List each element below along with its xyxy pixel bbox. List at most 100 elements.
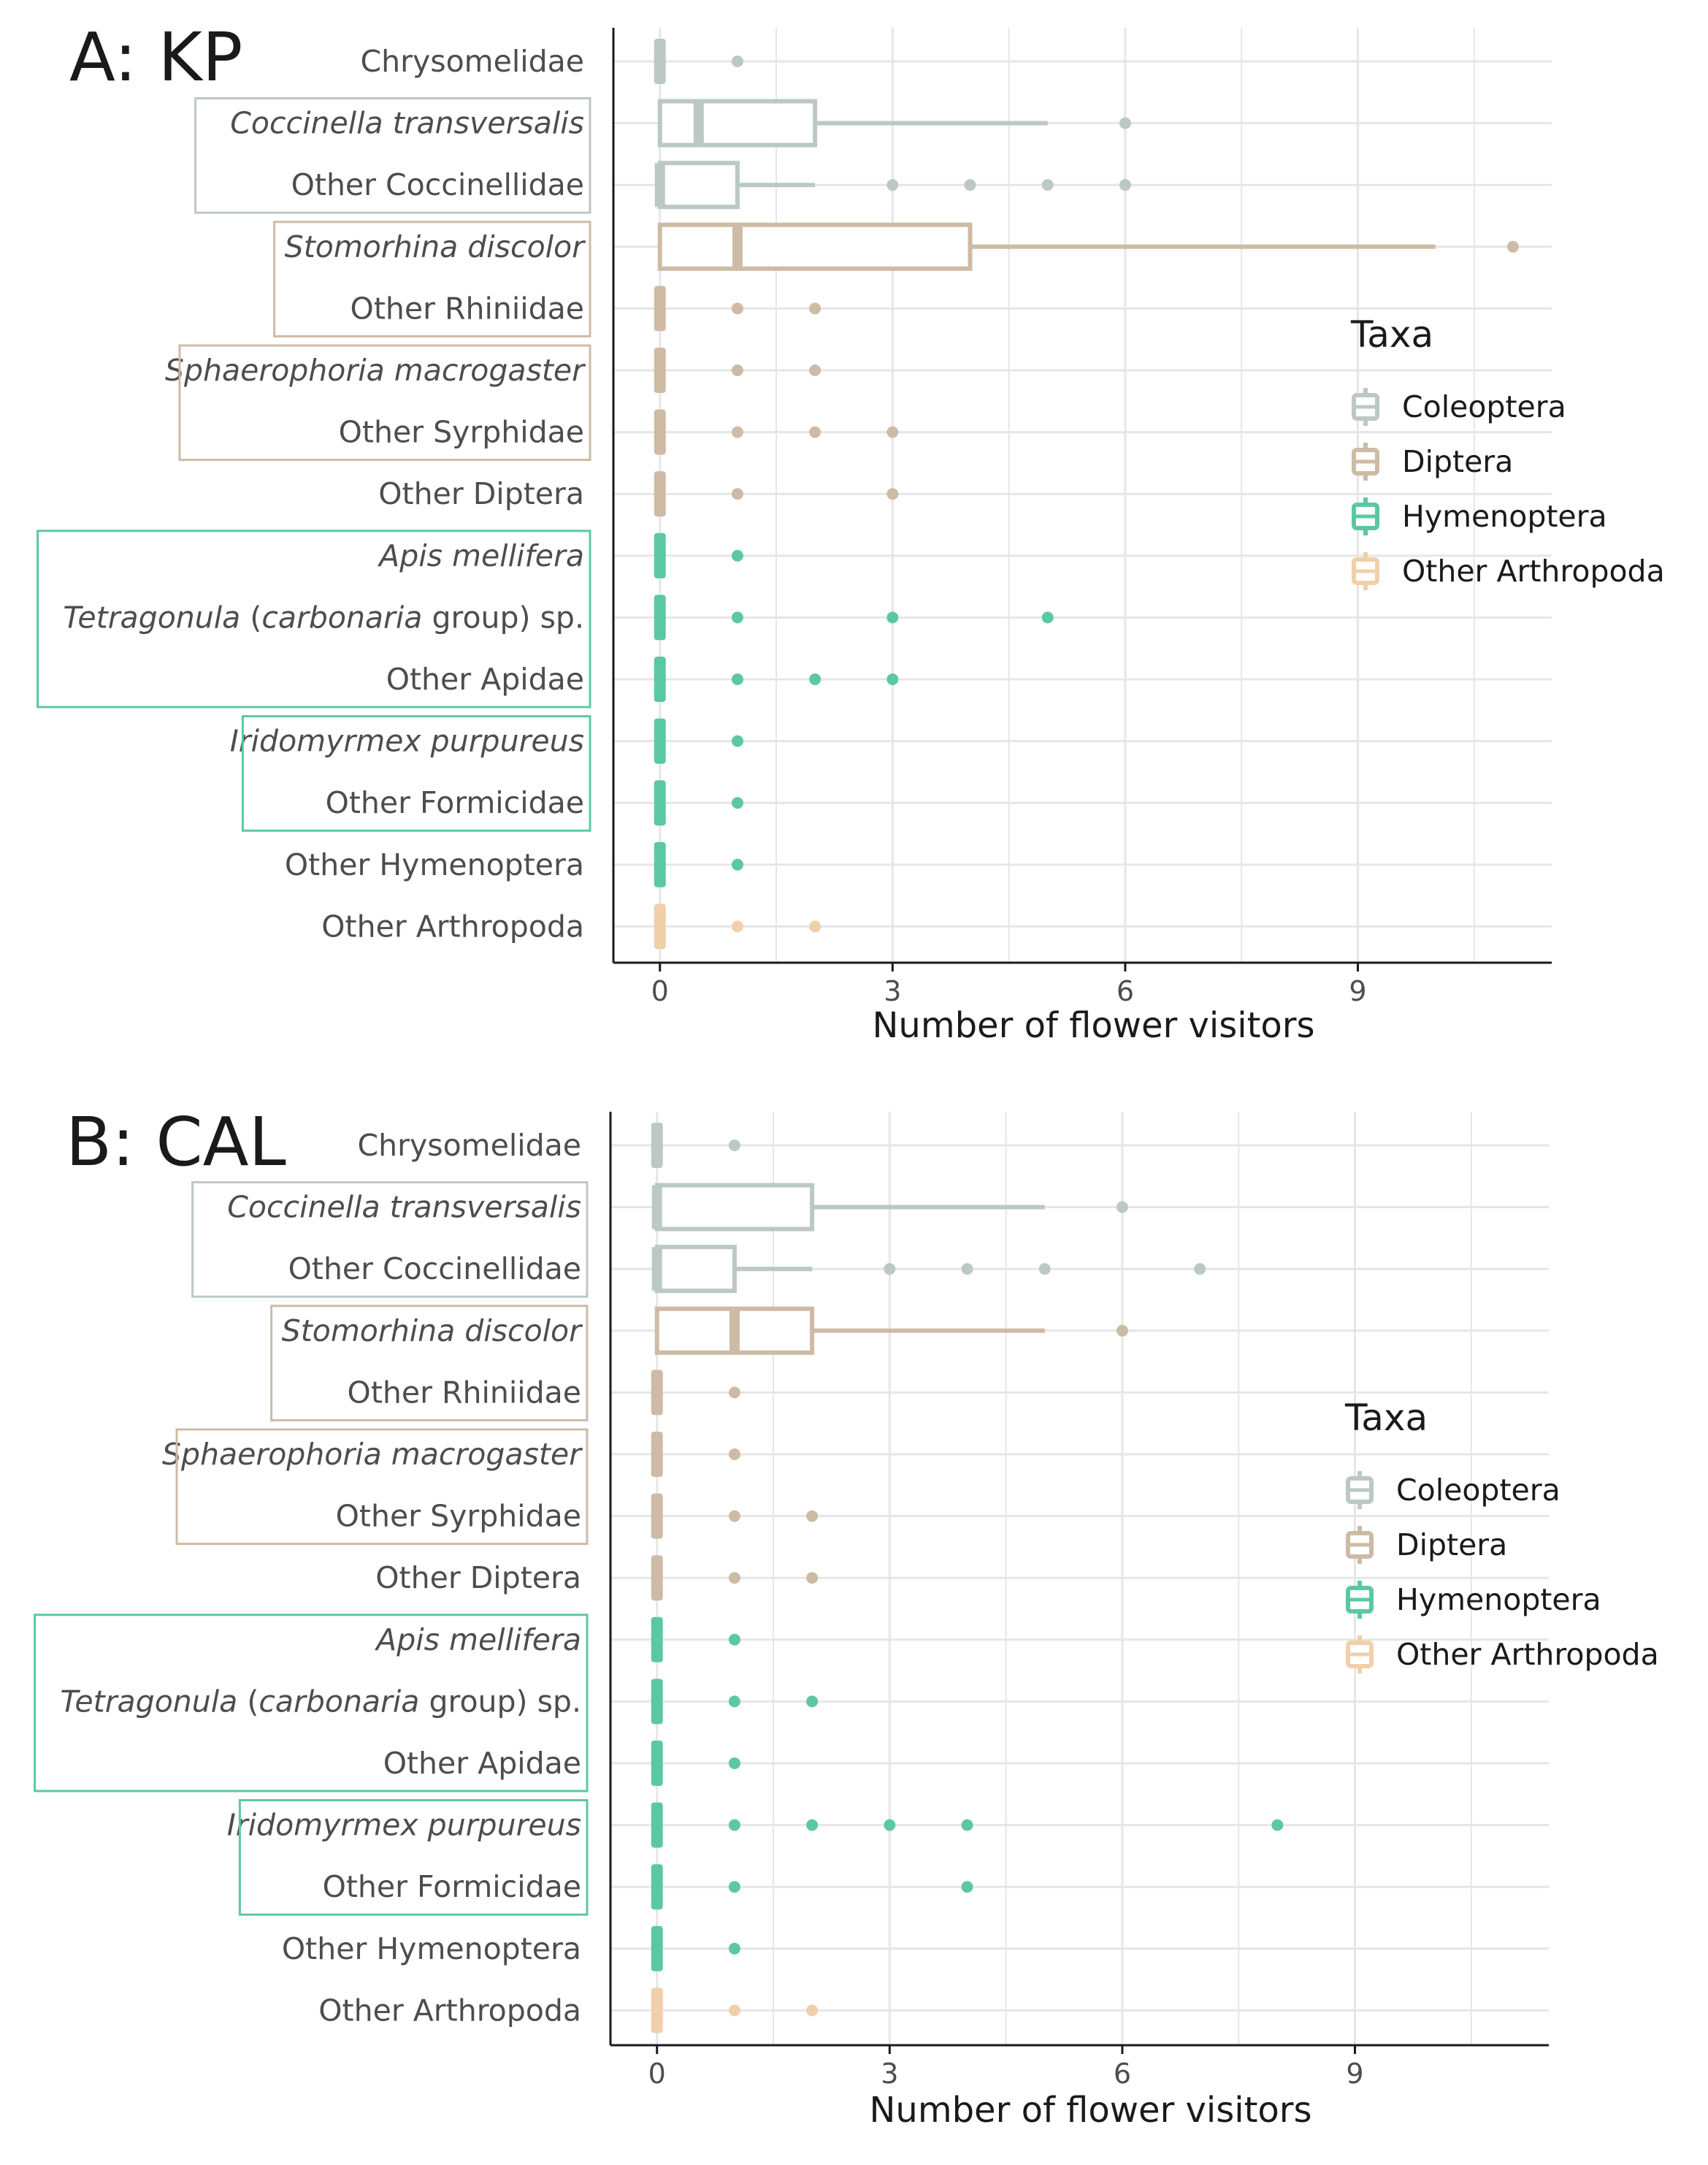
x-tick-label: 0 (648, 2058, 666, 2090)
collapsed-box (651, 1988, 663, 2034)
outlier-point (809, 673, 822, 685)
boxplot-coccinella-transversalis (651, 1183, 1128, 1232)
x-tick-label: 6 (1114, 2058, 1131, 2090)
x-tick-label: 9 (1349, 975, 1366, 1007)
label-part: ( (237, 1684, 259, 1719)
outlier-point (886, 179, 899, 191)
panel-title: A: KP (69, 18, 242, 96)
label-group-box (194, 97, 591, 214)
category-label-iridomyrmex-purpureus: Iridomyrmex purpureus (230, 724, 584, 759)
legend-label-diptera: Diptera (1402, 444, 1513, 479)
collapsed-box (651, 1679, 663, 1725)
legend-label-hymenoptera: Hymenoptera (1402, 499, 1607, 534)
boxplot-coccinella-transversalis (657, 99, 1131, 148)
boxplot-other-arthropoda (654, 904, 822, 950)
iqr-box (654, 1183, 815, 1232)
collapsed-box (651, 1802, 663, 1848)
legend-label-other-arthropoda: Other Arthropoda (1396, 1637, 1659, 1672)
gridlines (613, 28, 1552, 963)
boxplot-iridomyrmex-purpureus (654, 718, 743, 764)
boxplot-other-rhiniidae (654, 286, 822, 332)
label-group-box (270, 1305, 589, 1421)
collapsed-box (654, 904, 666, 950)
outlier-point (731, 426, 743, 438)
x-tick-label: 6 (1117, 975, 1134, 1007)
outlier-point (731, 858, 743, 871)
outlier-point (728, 1572, 740, 1584)
outlier-point (1116, 1324, 1128, 1337)
legend-title: Taxa (1344, 1397, 1428, 1439)
outlier-point (731, 364, 743, 376)
collapsed-box (651, 1123, 663, 1168)
collapsed-box (654, 286, 666, 332)
label-group-box (238, 1799, 589, 1916)
outlier-point (1041, 611, 1054, 624)
legend-label-other-arthropoda: Other Arthropoda (1402, 554, 1665, 589)
collapsed-box (651, 1864, 663, 1910)
outlier-point (728, 1695, 740, 1708)
legend-key-hymenoptera (1352, 497, 1379, 535)
outlier-point (731, 302, 743, 315)
outlier-point (731, 549, 743, 562)
legend: Taxa Coleoptera Diptera Hymenoptera Other Ar… (1344, 1397, 1659, 1673)
boxplot-stomorhina-discolor (654, 1306, 1128, 1355)
label-part: carbonaria (261, 600, 422, 635)
boxplot-other-diptera (651, 1555, 819, 1601)
outlier-point (884, 1263, 896, 1275)
outlier-point (731, 797, 743, 809)
x-axis-title: Number of flower visitors (870, 2090, 1312, 2131)
iqr-box (657, 99, 818, 148)
collapsed-box (654, 471, 666, 517)
outlier-point (728, 1942, 740, 1955)
outlier-point (1116, 1201, 1128, 1213)
category-label-tetragonula-carbonaria-group-sp: Tetragonula (carbonaria group) sp. (60, 1684, 581, 1719)
x-tick-label: 3 (884, 975, 901, 1007)
outlier-point (731, 735, 743, 747)
outlier-point (809, 426, 822, 438)
label-part: carbonaria (259, 1684, 419, 1719)
collapsed-box (651, 1555, 663, 1601)
boxplot-other-coccinellidae (654, 161, 1131, 210)
outlier-point (728, 2004, 740, 2017)
collapsed-box (651, 1925, 663, 1971)
boxplot-other-formicidae (654, 780, 743, 826)
outlier-point (728, 1633, 740, 1646)
outlier-point (1119, 179, 1131, 191)
outlier-point (884, 1819, 896, 1831)
gridlines (610, 1112, 1549, 2045)
boxplot-stomorhina-discolor (657, 222, 1519, 271)
category-label-other-hymenoptera: Other Hymenoptera (285, 847, 584, 882)
collapsed-box (651, 1493, 663, 1539)
category-label-stomorhina-discolor: Stomorhina discolor (285, 229, 586, 264)
outlier-point (806, 1510, 819, 1522)
iqr-box (657, 161, 740, 210)
boxplot-other-syrphidae (651, 1493, 819, 1539)
collapsed-box (654, 780, 666, 826)
legend-key-coleoptera (1352, 388, 1379, 426)
category-label-other-formicidae: Other Formicidae (323, 1869, 581, 1904)
outlier-point (1119, 117, 1131, 129)
label-part: group) sp. (422, 600, 584, 635)
outlier-point (964, 179, 976, 191)
outlier-point (806, 1819, 819, 1831)
legend-key-coleoptera (1346, 1471, 1374, 1509)
outlier-point (886, 611, 899, 624)
outlier-point (731, 920, 743, 933)
boxplot-other-hymenoptera (654, 841, 743, 887)
outlier-point (1271, 1819, 1284, 1831)
collapsed-box (654, 348, 666, 393)
label-group-box (273, 221, 591, 337)
category-label-sphaerophoria-macrogaster: Sphaerophoria macrogaster (162, 1437, 583, 1472)
legend: Taxa Coleoptera Diptera Hymenoptera Other Ar… (1350, 313, 1665, 590)
boxplot-iridomyrmex-purpureus (651, 1802, 1284, 1848)
category-label-other-apidae: Other Apidae (383, 1746, 581, 1781)
panel-b-cal: 0 3 6 9 Number of flower visitors B: CAL Chrys… (34, 1103, 1659, 2131)
collapsed-box (654, 718, 666, 764)
outlier-point (728, 1510, 740, 1522)
panel-a-kp: 0 3 6 9 Number of flower visitors A: KP Chryso… (37, 18, 1665, 1046)
boxplot-other-apidae (651, 1741, 740, 1786)
boxplot-other-syrphidae (654, 409, 899, 455)
outlier-point (961, 1819, 973, 1831)
outlier-point (961, 1881, 973, 1893)
